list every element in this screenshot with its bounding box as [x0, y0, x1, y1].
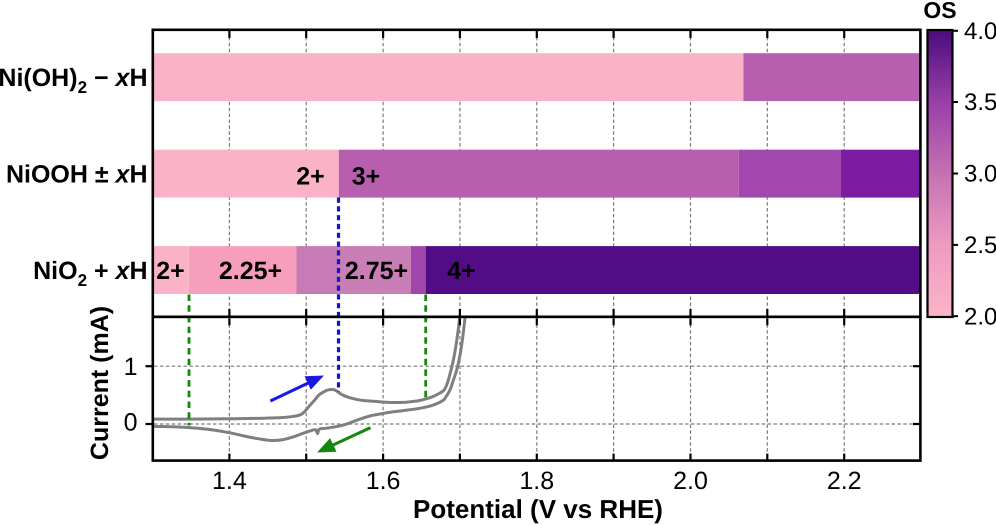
svg-text:1.4: 1.4 — [212, 467, 247, 495]
svg-text:Ni(OH)2 − xH: Ni(OH)2 − xH — [0, 64, 148, 97]
svg-text:3.5: 3.5 — [964, 89, 996, 116]
svg-text:2+: 2+ — [296, 162, 325, 190]
svg-text:OS: OS — [923, 0, 956, 23]
svg-text:2.2: 2.2 — [827, 467, 862, 495]
svg-text:Current (mA): Current (mA) — [86, 306, 114, 460]
svg-text:3.0: 3.0 — [964, 161, 996, 188]
svg-text:1.8: 1.8 — [519, 467, 554, 495]
svg-text:2+: 2+ — [156, 257, 185, 285]
svg-text:1: 1 — [124, 353, 138, 381]
svg-text:2.25+: 2.25+ — [219, 257, 282, 285]
svg-text:4+: 4+ — [447, 257, 476, 285]
svg-text:3+: 3+ — [352, 162, 381, 190]
svg-text:2.0: 2.0 — [673, 467, 708, 495]
svg-text:1.6: 1.6 — [366, 467, 401, 495]
svg-text:2.0: 2.0 — [964, 304, 996, 331]
svg-text:Potential (V vs RHE): Potential (V vs RHE) — [413, 494, 663, 524]
svg-text:NiOOH ± xH: NiOOH ± xH — [6, 160, 148, 188]
svg-text:NiO2 + xH: NiO2 + xH — [33, 257, 147, 290]
svg-text:2.75+: 2.75+ — [345, 257, 408, 285]
svg-text:0: 0 — [124, 409, 138, 437]
svg-text:4.0: 4.0 — [964, 18, 996, 45]
svg-text:2.5: 2.5 — [964, 232, 996, 259]
